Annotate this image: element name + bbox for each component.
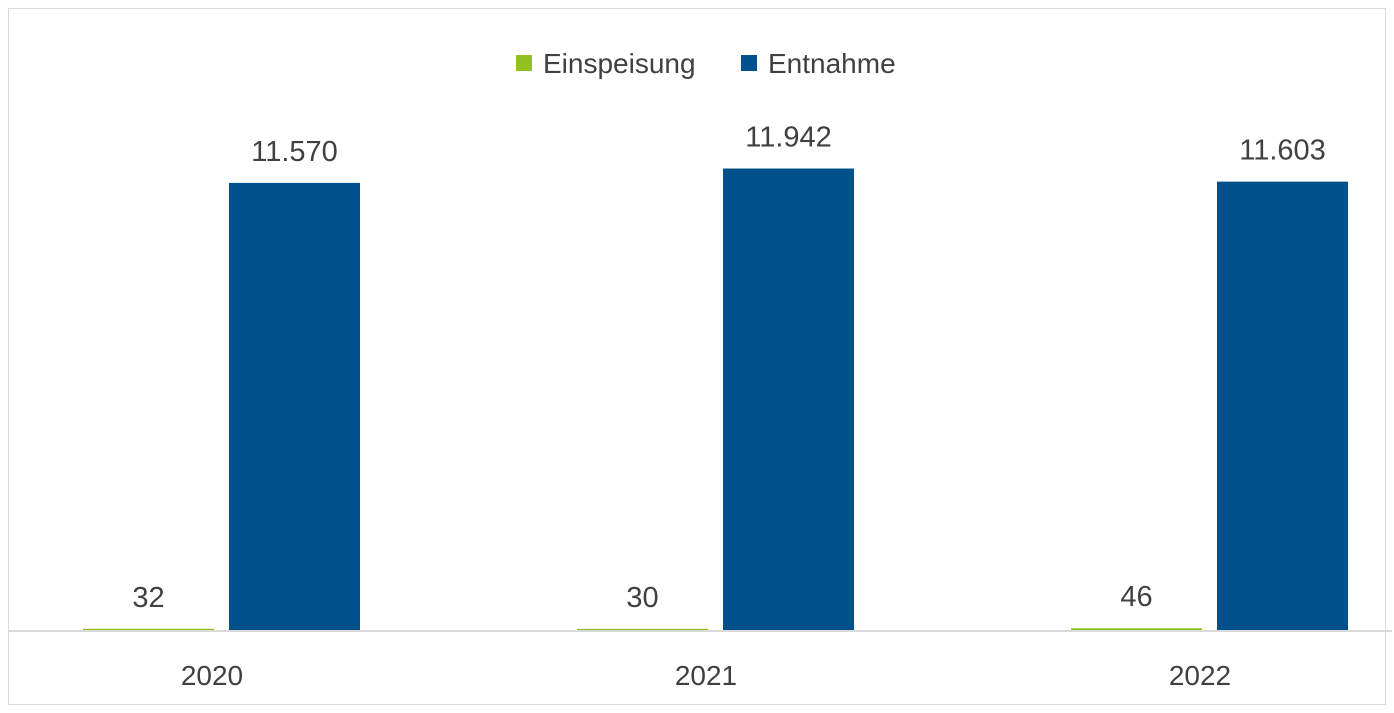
legend-swatch-entnahme xyxy=(741,55,757,71)
bar-entnahme-2021 xyxy=(723,168,854,631)
x-tick-label-2020: 2020 xyxy=(181,660,243,691)
legend-swatch-einspeisung xyxy=(516,55,532,71)
legend-label-einspeisung: Einspeisung xyxy=(543,48,696,79)
bars xyxy=(83,168,1348,631)
data-labels: 32 11.570 30 11.942 46 11.603 xyxy=(132,122,1325,614)
legend: Einspeisung Entnahme xyxy=(516,48,896,79)
x-tick-label-2021: 2021 xyxy=(675,660,737,691)
x-tick-label-2022: 2022 xyxy=(1169,660,1231,691)
data-label-entnahme-2022: 11.603 xyxy=(1239,135,1326,167)
bar-einspeisung-2020 xyxy=(83,628,214,630)
bar-einspeisung-2022 xyxy=(1071,628,1202,630)
data-label-entnahme-2021: 11.942 xyxy=(745,122,832,154)
x-axis-ticks: 2020 2021 2022 xyxy=(181,660,1231,691)
data-label-einspeisung-2022: 46 xyxy=(1120,581,1152,613)
data-label-entnahme-2020: 11.570 xyxy=(251,136,338,168)
bar-einspeisung-2021 xyxy=(577,628,708,630)
legend-label-entnahme: Entnahme xyxy=(768,48,896,79)
bar-entnahme-2020 xyxy=(229,182,360,630)
data-label-einspeisung-2021: 30 xyxy=(626,582,658,614)
data-label-einspeisung-2020: 32 xyxy=(132,582,164,614)
bar-entnahme-2022 xyxy=(1217,181,1348,630)
